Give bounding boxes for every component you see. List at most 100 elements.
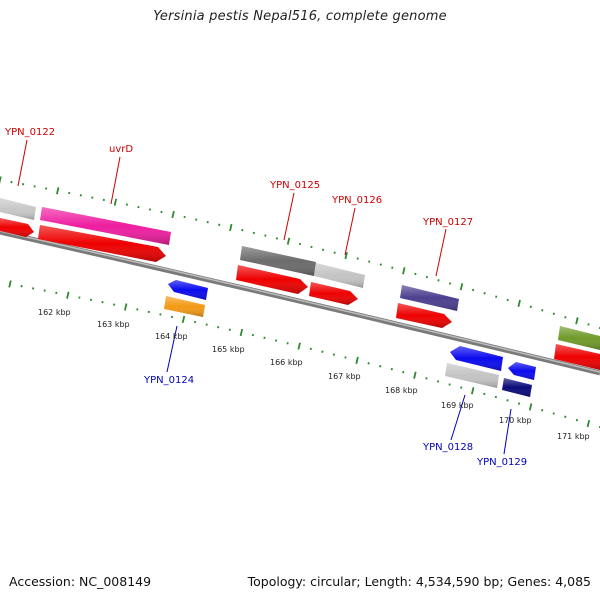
upper-ruler-major-tick xyxy=(459,283,464,291)
upper-ruler-minor-tick xyxy=(414,272,417,276)
lower-ruler-minor-tick xyxy=(321,350,324,353)
upper-ruler-major-tick xyxy=(344,251,348,260)
gene-ypn-0128-arrow[interactable] xyxy=(450,346,503,371)
cds-arrow-ypn-0125[interactable] xyxy=(236,265,308,294)
genome-summary: Topology: circular; Length: 4,534,590 bp… xyxy=(247,574,591,589)
lower-ruler-minor-tick xyxy=(402,371,405,374)
lower-ruler-ticks xyxy=(8,280,600,429)
upper-ruler-minor-tick xyxy=(160,210,163,214)
lower-ruler-minor-tick xyxy=(112,303,116,306)
gene-uvrd-feature[interactable] xyxy=(40,207,171,245)
tick-label-171: 171 kbp xyxy=(557,432,590,441)
lower-ruler-major-tick xyxy=(297,342,301,350)
lower-ruler-major-tick xyxy=(8,280,12,288)
gene-label-ypn-0128: YPN_0128 xyxy=(422,442,473,453)
upper-ruler-ticks xyxy=(0,176,600,330)
upper-ruler-minor-tick xyxy=(541,309,544,312)
cds-arrow-ypn-0127[interactable] xyxy=(396,303,452,328)
upper-ruler-major-tick xyxy=(402,267,406,275)
callout-ypn-0125 xyxy=(283,192,295,241)
gene-ypn-0129-arrow[interactable] xyxy=(508,362,536,380)
lower-ruler-minor-tick xyxy=(436,380,440,383)
upper-ruler-minor-tick xyxy=(483,292,486,295)
lower-ruler-minor-tick xyxy=(43,289,46,292)
upper-ruler-minor-tick xyxy=(298,242,302,246)
cds-arrow-1[interactable] xyxy=(0,218,34,237)
lower-ruler-minor-tick xyxy=(460,386,463,389)
upper-ruler-minor-tick xyxy=(68,191,71,195)
genome-backbone-highlight xyxy=(0,230,600,373)
lower-ruler-minor-tick xyxy=(89,298,93,301)
lower-ruler-minor-tick xyxy=(332,353,336,356)
upper-ruler-minor-tick xyxy=(529,305,532,308)
upper-ruler-major-tick xyxy=(113,198,118,206)
upper-ruler-minor-tick xyxy=(368,260,371,263)
upper-ruler-minor-tick xyxy=(275,237,279,240)
upper-ruler-minor-tick xyxy=(21,183,25,186)
lower-ruler-minor-tick xyxy=(217,326,220,329)
cds-arrow-uvrd[interactable] xyxy=(38,225,166,262)
cds-arrow-right[interactable] xyxy=(554,344,600,370)
gene-ypn-0127-feature[interactable] xyxy=(400,285,459,311)
upper-ruler-minor-tick xyxy=(391,266,394,269)
lower-ruler-minor-tick xyxy=(425,377,428,380)
tick-label-168: 168 kbp xyxy=(385,386,418,395)
upper-ruler-major-tick xyxy=(575,317,579,325)
upper-ruler-minor-tick xyxy=(506,298,509,302)
tick-label-163: 163 kbp xyxy=(97,320,130,329)
lower-ruler-minor-tick xyxy=(552,412,555,415)
lower-ruler-minor-tick xyxy=(159,313,162,316)
lower-ruler-minor-tick xyxy=(517,402,521,405)
upper-ruler-minor-tick xyxy=(437,279,440,282)
gene-ypn-0126-feature[interactable] xyxy=(314,263,365,288)
genome-backbone xyxy=(0,229,600,376)
upper-ruler-minor-tick xyxy=(195,218,198,221)
gene-olive-feature[interactable] xyxy=(558,326,600,350)
lower-ruler-minor-tick xyxy=(170,315,174,319)
callout-ypn-0129 xyxy=(503,408,512,455)
upper-ruler-minor-tick xyxy=(125,203,129,206)
tick-label-170: 170 kbp xyxy=(499,416,532,425)
gene-ypn-0125-feature[interactable] xyxy=(240,246,316,276)
callout-ypn-0126 xyxy=(344,207,356,256)
upper-ruler-minor-tick xyxy=(333,251,336,254)
upper-ruler-minor-tick xyxy=(564,316,567,319)
lower-ruler-minor-tick xyxy=(20,285,23,288)
upper-ruler-minor-tick xyxy=(425,275,429,279)
lower-ruler-minor-tick xyxy=(193,320,197,324)
lower-ruler-minor-tick xyxy=(483,392,486,396)
callout-ypn-0122 xyxy=(17,139,28,187)
lower-ruler-minor-tick xyxy=(274,339,278,342)
gene-ypn-0129-feature[interactable] xyxy=(502,378,532,397)
upper-ruler-minor-tick xyxy=(448,282,452,285)
lower-ruler-minor-tick xyxy=(309,347,312,351)
gene-label-ypn-0125: YPN_0125 xyxy=(269,180,320,191)
upper-ruler-minor-tick xyxy=(45,187,48,190)
upper-ruler-minor-tick xyxy=(379,263,382,266)
gene-label-uvrd: uvrD xyxy=(109,144,133,155)
lower-ruler-minor-tick xyxy=(494,395,498,399)
lower-ruler-major-tick xyxy=(586,419,591,428)
upper-ruler-minor-tick xyxy=(218,223,221,226)
upper-ruler-major-tick xyxy=(56,187,60,195)
upper-ruler-minor-tick xyxy=(206,221,209,224)
upper-ruler-minor-tick xyxy=(356,257,359,260)
lower-ruler-minor-tick xyxy=(101,301,104,304)
gene-ypn-0128-feature[interactable] xyxy=(445,363,499,388)
gene-ypn-0122-feature[interactable] xyxy=(0,198,36,220)
cds-arrow-ypn-0126[interactable] xyxy=(309,282,358,305)
gene-ypn-0124-feature[interactable] xyxy=(164,296,205,317)
lower-ruler-major-tick xyxy=(528,403,533,411)
tick-label-165: 165 kbp xyxy=(212,345,245,354)
callout-uvrd xyxy=(110,156,121,205)
tick-label-169: 169 kbp xyxy=(441,401,474,410)
upper-ruler-minor-tick xyxy=(321,248,325,251)
upper-ruler-minor-tick xyxy=(552,312,555,315)
lower-ruler-minor-tick xyxy=(78,296,81,299)
tick-label-164: 164 kbp xyxy=(155,332,188,341)
gene-ypn-0124-arrow[interactable] xyxy=(168,280,208,300)
upper-ruler-minor-tick xyxy=(33,185,36,188)
tick-label-167: 167 kbp xyxy=(328,372,361,381)
upper-ruler-minor-tick xyxy=(10,180,13,184)
